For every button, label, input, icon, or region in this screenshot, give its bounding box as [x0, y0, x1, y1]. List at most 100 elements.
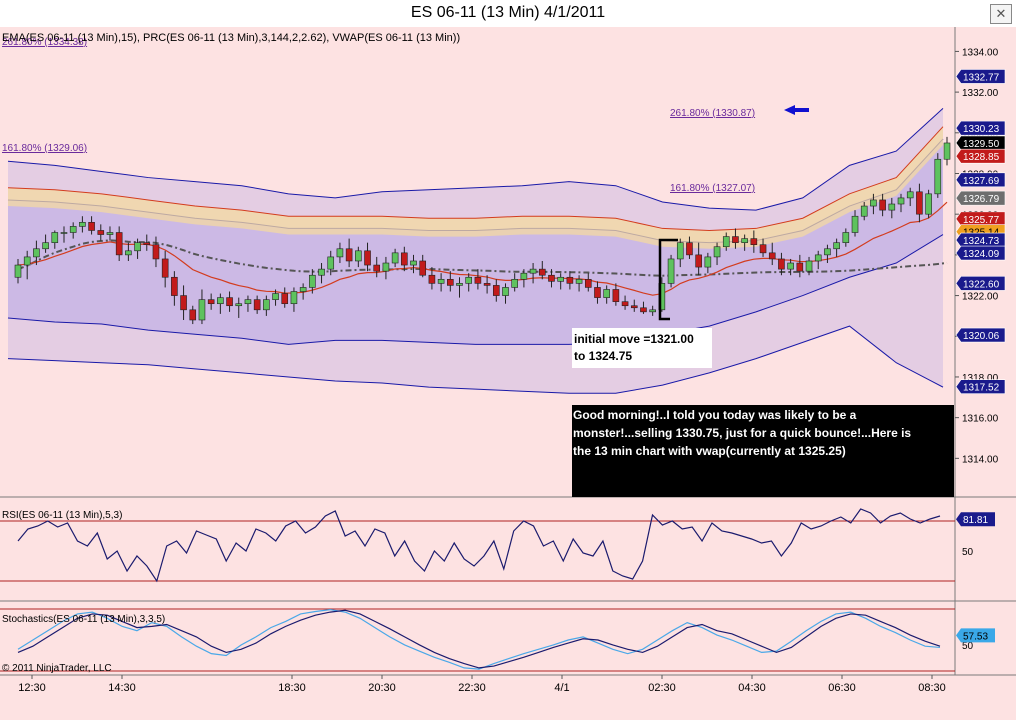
candle-body [143, 242, 151, 246]
candle-body [355, 250, 362, 262]
candle-body [189, 309, 197, 321]
candle-body [115, 232, 123, 256]
candle-body [327, 256, 335, 270]
candle-body [520, 272, 528, 280]
time-tick-label: 04:30 [738, 682, 766, 694]
candle-body [925, 193, 932, 215]
candle-body [851, 215, 859, 233]
candle-body [704, 256, 712, 268]
price-flag-label: 1320.06 [963, 331, 1000, 342]
candle-body [456, 283, 463, 286]
candle-body [465, 276, 473, 284]
stoch-d-line [17, 609, 941, 669]
time-tick-label: 14:30 [108, 682, 136, 694]
candle-body [805, 260, 813, 272]
candle-body [235, 303, 243, 307]
copyright-label: © 2011 NinjaTrader, LLC [2, 663, 112, 674]
stoch-flag [956, 628, 995, 643]
candle-body [217, 297, 224, 305]
candle-body [584, 278, 592, 288]
rsi-panel: 50 81.81 [0, 508, 995, 583]
candle-body [667, 258, 675, 284]
price-flag-label: 1330.23 [963, 124, 1000, 135]
candle-body [244, 299, 252, 305]
price-flag [955, 69, 1006, 84]
prc-band-line [7, 108, 944, 211]
price-flag-label: 1332.77 [963, 72, 1000, 83]
candle-body [226, 297, 233, 307]
time-tick-label: 20:30 [368, 682, 396, 694]
candle-body [364, 250, 371, 266]
window-title: ES 06-11 (13 Min) 4/1/2011 [410, 4, 606, 21]
candle-body [676, 242, 684, 260]
price-flag-label: 1329.50 [963, 139, 1000, 150]
candle-body [60, 232, 68, 234]
price-flag [955, 245, 1006, 261]
candle-body [538, 268, 546, 276]
price-flag-label: 1317.52 [963, 383, 1000, 394]
candle-body [768, 252, 776, 260]
candle-body [23, 256, 31, 266]
candle-body [732, 236, 739, 243]
candle-body [134, 242, 141, 252]
prc-band-line [7, 234, 944, 345]
candle-body [171, 276, 178, 296]
candle-body [391, 252, 399, 264]
candle-body [548, 274, 555, 282]
candle-body [860, 205, 868, 217]
candle-body [373, 264, 381, 272]
fib-label-161-right: 161.80% (1327.07) [670, 183, 755, 194]
candle-body [161, 258, 169, 278]
price-tick-label: 1314.00 [962, 454, 999, 465]
fib-label-161-left: 161.80% (1329.06) [2, 143, 87, 154]
left-arrow-icon [784, 105, 809, 115]
candle-body [897, 197, 905, 205]
prc-inner-band [8, 138, 943, 345]
candle-body [750, 238, 758, 246]
price-tick-label: 1318.00 [962, 373, 999, 384]
candle-body [906, 191, 914, 199]
price-flag-label: 1328.85 [963, 152, 1000, 163]
price-flag [955, 232, 1006, 248]
comment-box [572, 405, 954, 497]
candle-body [401, 252, 408, 266]
indicator-label: EMA(ES 06-11 (13 Min),15), PRC(ES 06-11 … [2, 32, 460, 44]
candle-body [419, 260, 427, 276]
ema-envelope [8, 126, 943, 249]
candle-body [695, 254, 702, 268]
candle-body [492, 285, 500, 296]
candle-body [345, 248, 353, 262]
stoch-flag-label: 57.53 [963, 631, 988, 642]
window-title-bar: ES 06-11 (13 Min) 4/1/2011 ✕ [0, 0, 1016, 28]
time-tick-label: 22:30 [458, 682, 486, 694]
candle-body [483, 283, 491, 286]
price-flag [955, 135, 1006, 151]
candle-body [649, 309, 656, 313]
candle-body [79, 222, 86, 227]
price-flag [955, 211, 1006, 227]
candle-body [88, 222, 95, 231]
close-icon[interactable]: ✕ [990, 4, 1012, 24]
candle-body [14, 264, 22, 278]
candle-body [51, 232, 59, 243]
time-tick-label: 02:30 [648, 682, 676, 694]
price-flag-label: 1324.73 [963, 236, 1000, 247]
price-tick-label: 1322.00 [962, 292, 999, 303]
candle-body [888, 203, 896, 211]
candle-body [253, 299, 261, 311]
price-tick-label: 1316.00 [962, 414, 999, 425]
candle-body [943, 142, 951, 160]
candle-body [42, 242, 49, 250]
price-tick-label: 1334.00 [962, 47, 999, 58]
candle-body [594, 287, 601, 298]
time-tick-label: 12:30 [18, 682, 46, 694]
candle-body [207, 299, 215, 305]
rsi-flag-label: 81.81 [963, 515, 988, 526]
candle-body [640, 307, 647, 313]
initial-move-bracket [658, 238, 678, 321]
overlay-layer: 261.80% (1334.38) EMA(ES 06-11 (13 Min),… [2, 32, 460, 674]
stochastics-label: Stochastics(ES 06-11 (13 Min),3,3,5) [2, 614, 165, 625]
candle-body [879, 199, 886, 211]
ema-line [17, 201, 948, 296]
price-flag-label: 1322.60 [963, 279, 1000, 290]
